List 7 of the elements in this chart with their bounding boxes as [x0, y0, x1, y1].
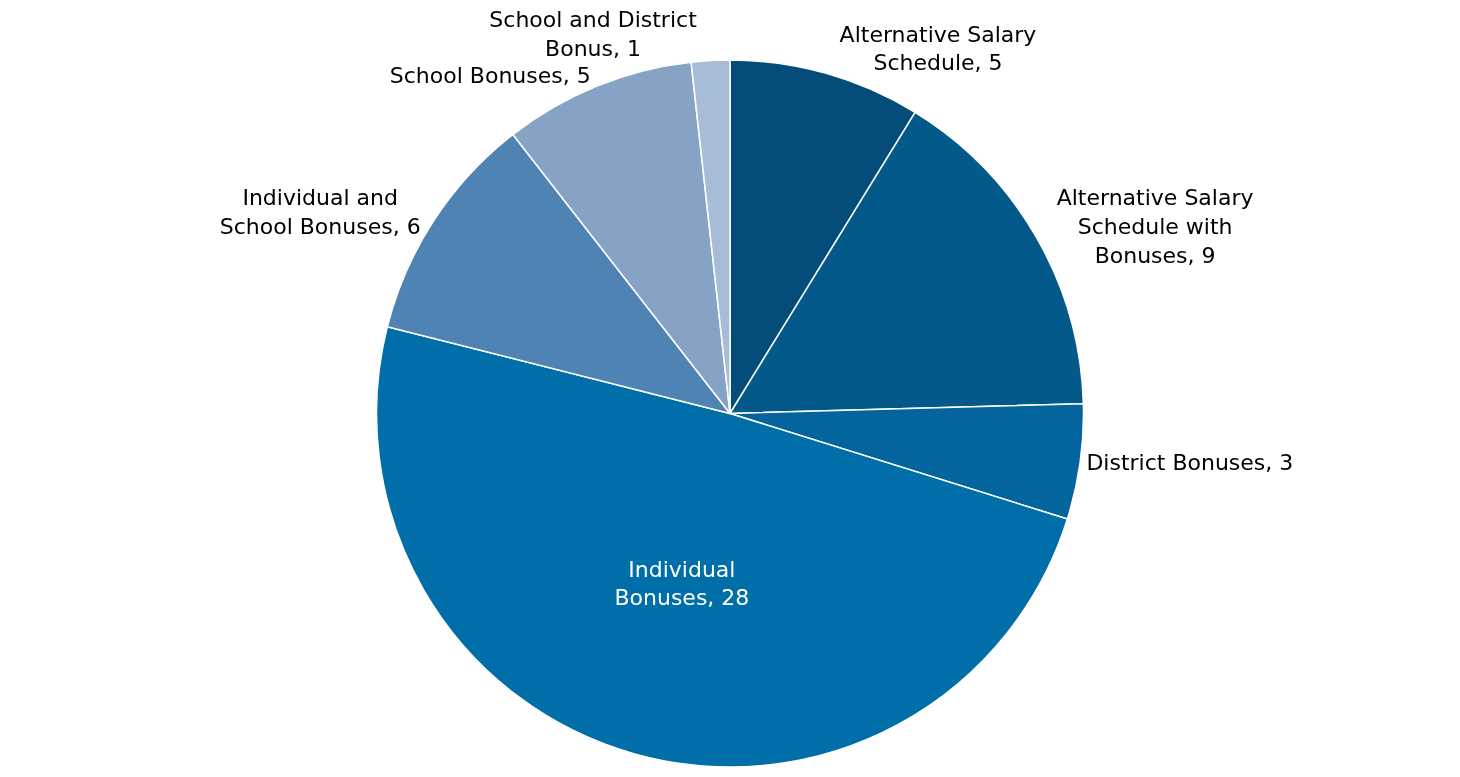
slice-label: Alternative Salary Schedule with Bonuses, 9: [1056, 185, 1254, 268]
slice-label: School and District Bonus, 1: [489, 7, 698, 61]
slice-label: Alternative Salary Schedule, 5: [839, 21, 1037, 76]
slice-label: Individual and School Bonuses, 6: [219, 185, 421, 239]
slice-label: District Bonuses, 3: [1086, 449, 1294, 475]
slice-label: School Bonuses, 5: [389, 62, 591, 88]
slice-label: Individual Bonuses, 28: [614, 556, 750, 611]
